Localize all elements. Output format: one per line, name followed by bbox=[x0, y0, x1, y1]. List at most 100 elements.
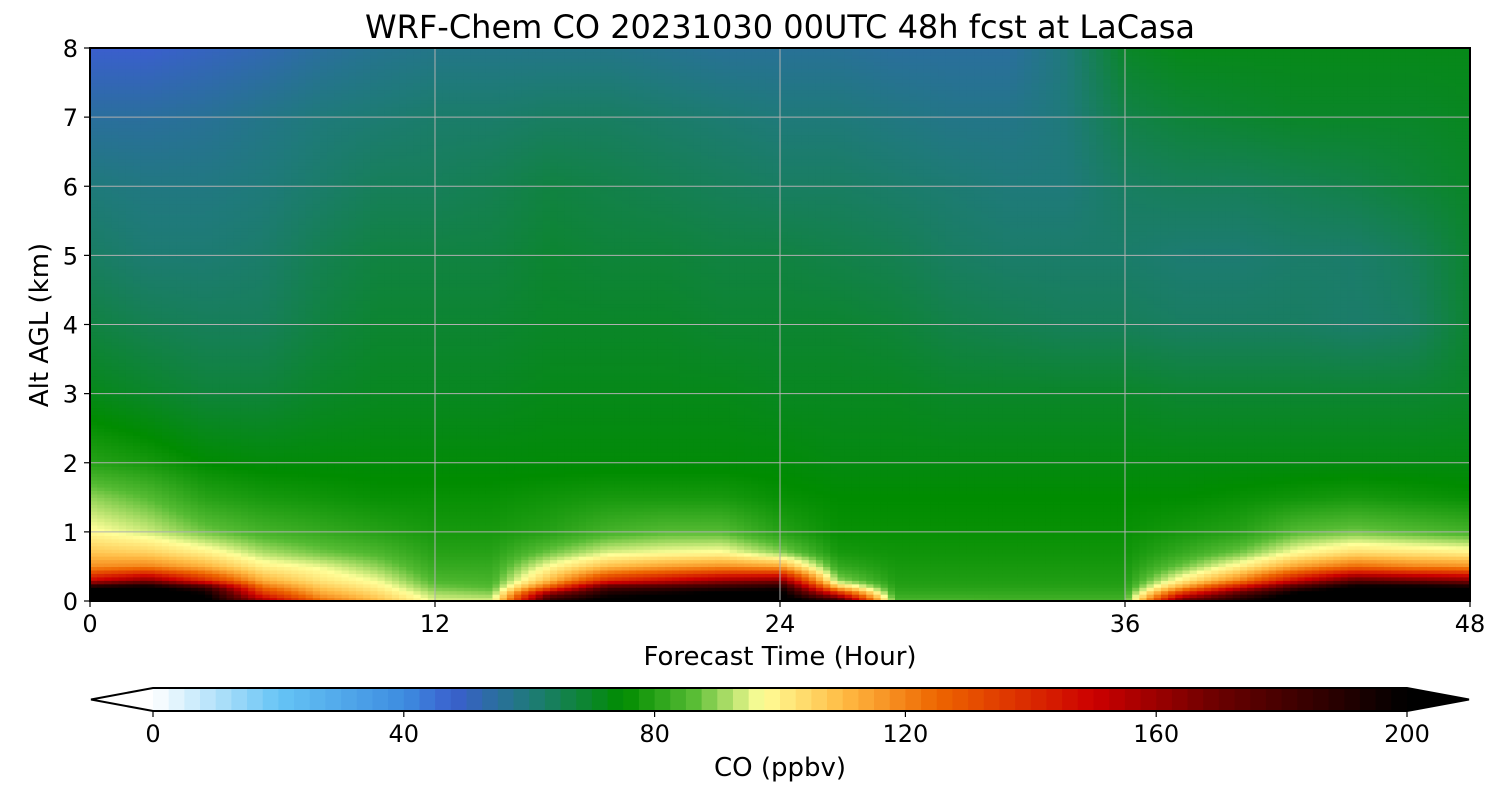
field-cell bbox=[154, 518, 163, 523]
field-cell bbox=[233, 151, 242, 156]
field-cell bbox=[269, 130, 278, 136]
field-cell bbox=[269, 469, 278, 474]
field-cell bbox=[284, 521, 292, 526]
field-cell bbox=[183, 303, 192, 308]
field-cell bbox=[212, 321, 220, 326]
field-cell bbox=[226, 217, 235, 222]
field-cell bbox=[205, 124, 213, 129]
field-cell bbox=[154, 113, 163, 118]
field-cell bbox=[169, 106, 177, 111]
field-cell bbox=[169, 206, 177, 212]
field-cell bbox=[226, 106, 235, 111]
field-cell bbox=[118, 455, 127, 460]
field-cell bbox=[133, 518, 141, 523]
field-cell bbox=[219, 528, 228, 533]
field-cell bbox=[125, 559, 134, 564]
field-cell bbox=[205, 393, 213, 398]
field-cell bbox=[190, 580, 199, 585]
field-cell bbox=[190, 58, 199, 63]
field-cell bbox=[90, 265, 98, 270]
field-cell bbox=[161, 65, 170, 70]
field-cell bbox=[276, 431, 285, 436]
field-cell bbox=[161, 307, 170, 312]
field-cell bbox=[248, 289, 256, 294]
field-cell bbox=[205, 262, 213, 267]
field-cell bbox=[284, 545, 292, 550]
field-cell bbox=[190, 234, 199, 239]
field-cell bbox=[183, 51, 192, 56]
field-cell bbox=[284, 58, 292, 63]
field-cell bbox=[276, 262, 285, 267]
field-cell bbox=[255, 545, 264, 550]
field-cell bbox=[190, 431, 199, 436]
field-cell bbox=[197, 531, 206, 536]
field-cell bbox=[291, 141, 300, 146]
field-cell bbox=[284, 590, 292, 595]
field-cell bbox=[219, 421, 228, 426]
field-cell bbox=[197, 213, 206, 218]
field-cell bbox=[111, 99, 120, 104]
field-cell bbox=[291, 137, 300, 142]
field-cell bbox=[183, 210, 192, 215]
field-cell bbox=[248, 500, 256, 505]
field-cell bbox=[212, 341, 220, 346]
field-cell bbox=[104, 158, 113, 163]
field-cell bbox=[90, 379, 98, 384]
field-cell bbox=[176, 151, 185, 156]
field-cell bbox=[233, 410, 242, 415]
field-cell bbox=[190, 514, 199, 519]
field-cell bbox=[161, 580, 170, 585]
field-cell bbox=[154, 203, 163, 208]
field-cell bbox=[226, 452, 235, 457]
field-cell bbox=[233, 462, 242, 467]
field-cell bbox=[248, 524, 256, 530]
field-cell bbox=[133, 590, 141, 595]
field-cell bbox=[255, 217, 264, 222]
field-cell bbox=[276, 231, 285, 236]
field-cell bbox=[298, 390, 307, 395]
field-cell bbox=[276, 293, 285, 298]
field-cell bbox=[140, 79, 149, 84]
field-cell bbox=[161, 403, 170, 409]
field-cell bbox=[240, 507, 249, 512]
field-cell bbox=[90, 407, 98, 412]
field-cell bbox=[125, 148, 134, 153]
field-cell bbox=[291, 75, 300, 80]
field-cell bbox=[176, 549, 185, 554]
field-cell bbox=[255, 390, 264, 395]
field-cell bbox=[291, 497, 300, 502]
field-cell bbox=[197, 289, 206, 294]
field-cell bbox=[104, 189, 113, 194]
field-cell bbox=[212, 286, 220, 291]
field-cell bbox=[205, 130, 213, 136]
field-cell bbox=[125, 497, 134, 502]
field-cell bbox=[133, 241, 141, 246]
field-cell bbox=[212, 462, 220, 467]
field-cell bbox=[212, 158, 220, 163]
field-cell bbox=[169, 58, 177, 63]
field-cell bbox=[298, 262, 307, 267]
field-cell bbox=[276, 549, 285, 554]
field-cell bbox=[276, 504, 285, 509]
field-cell bbox=[262, 341, 271, 346]
field-cell bbox=[226, 248, 235, 253]
field-cell bbox=[226, 72, 235, 77]
field-cell bbox=[226, 51, 235, 56]
field-cell bbox=[183, 283, 192, 288]
field-cell bbox=[269, 369, 278, 374]
field-cell bbox=[197, 466, 206, 471]
field-cell bbox=[269, 414, 278, 419]
field-cell bbox=[161, 528, 170, 533]
field-cell bbox=[255, 403, 264, 409]
field-cell bbox=[226, 435, 235, 440]
field-cell bbox=[197, 117, 206, 122]
field-cell bbox=[183, 293, 192, 298]
field-cell bbox=[255, 113, 264, 118]
field-cell bbox=[291, 227, 300, 232]
field-cell bbox=[240, 355, 249, 360]
field-cell bbox=[269, 307, 278, 312]
field-cell bbox=[97, 279, 105, 284]
field-cell bbox=[233, 504, 242, 509]
field-cell bbox=[125, 338, 134, 343]
field-cell bbox=[118, 490, 127, 495]
